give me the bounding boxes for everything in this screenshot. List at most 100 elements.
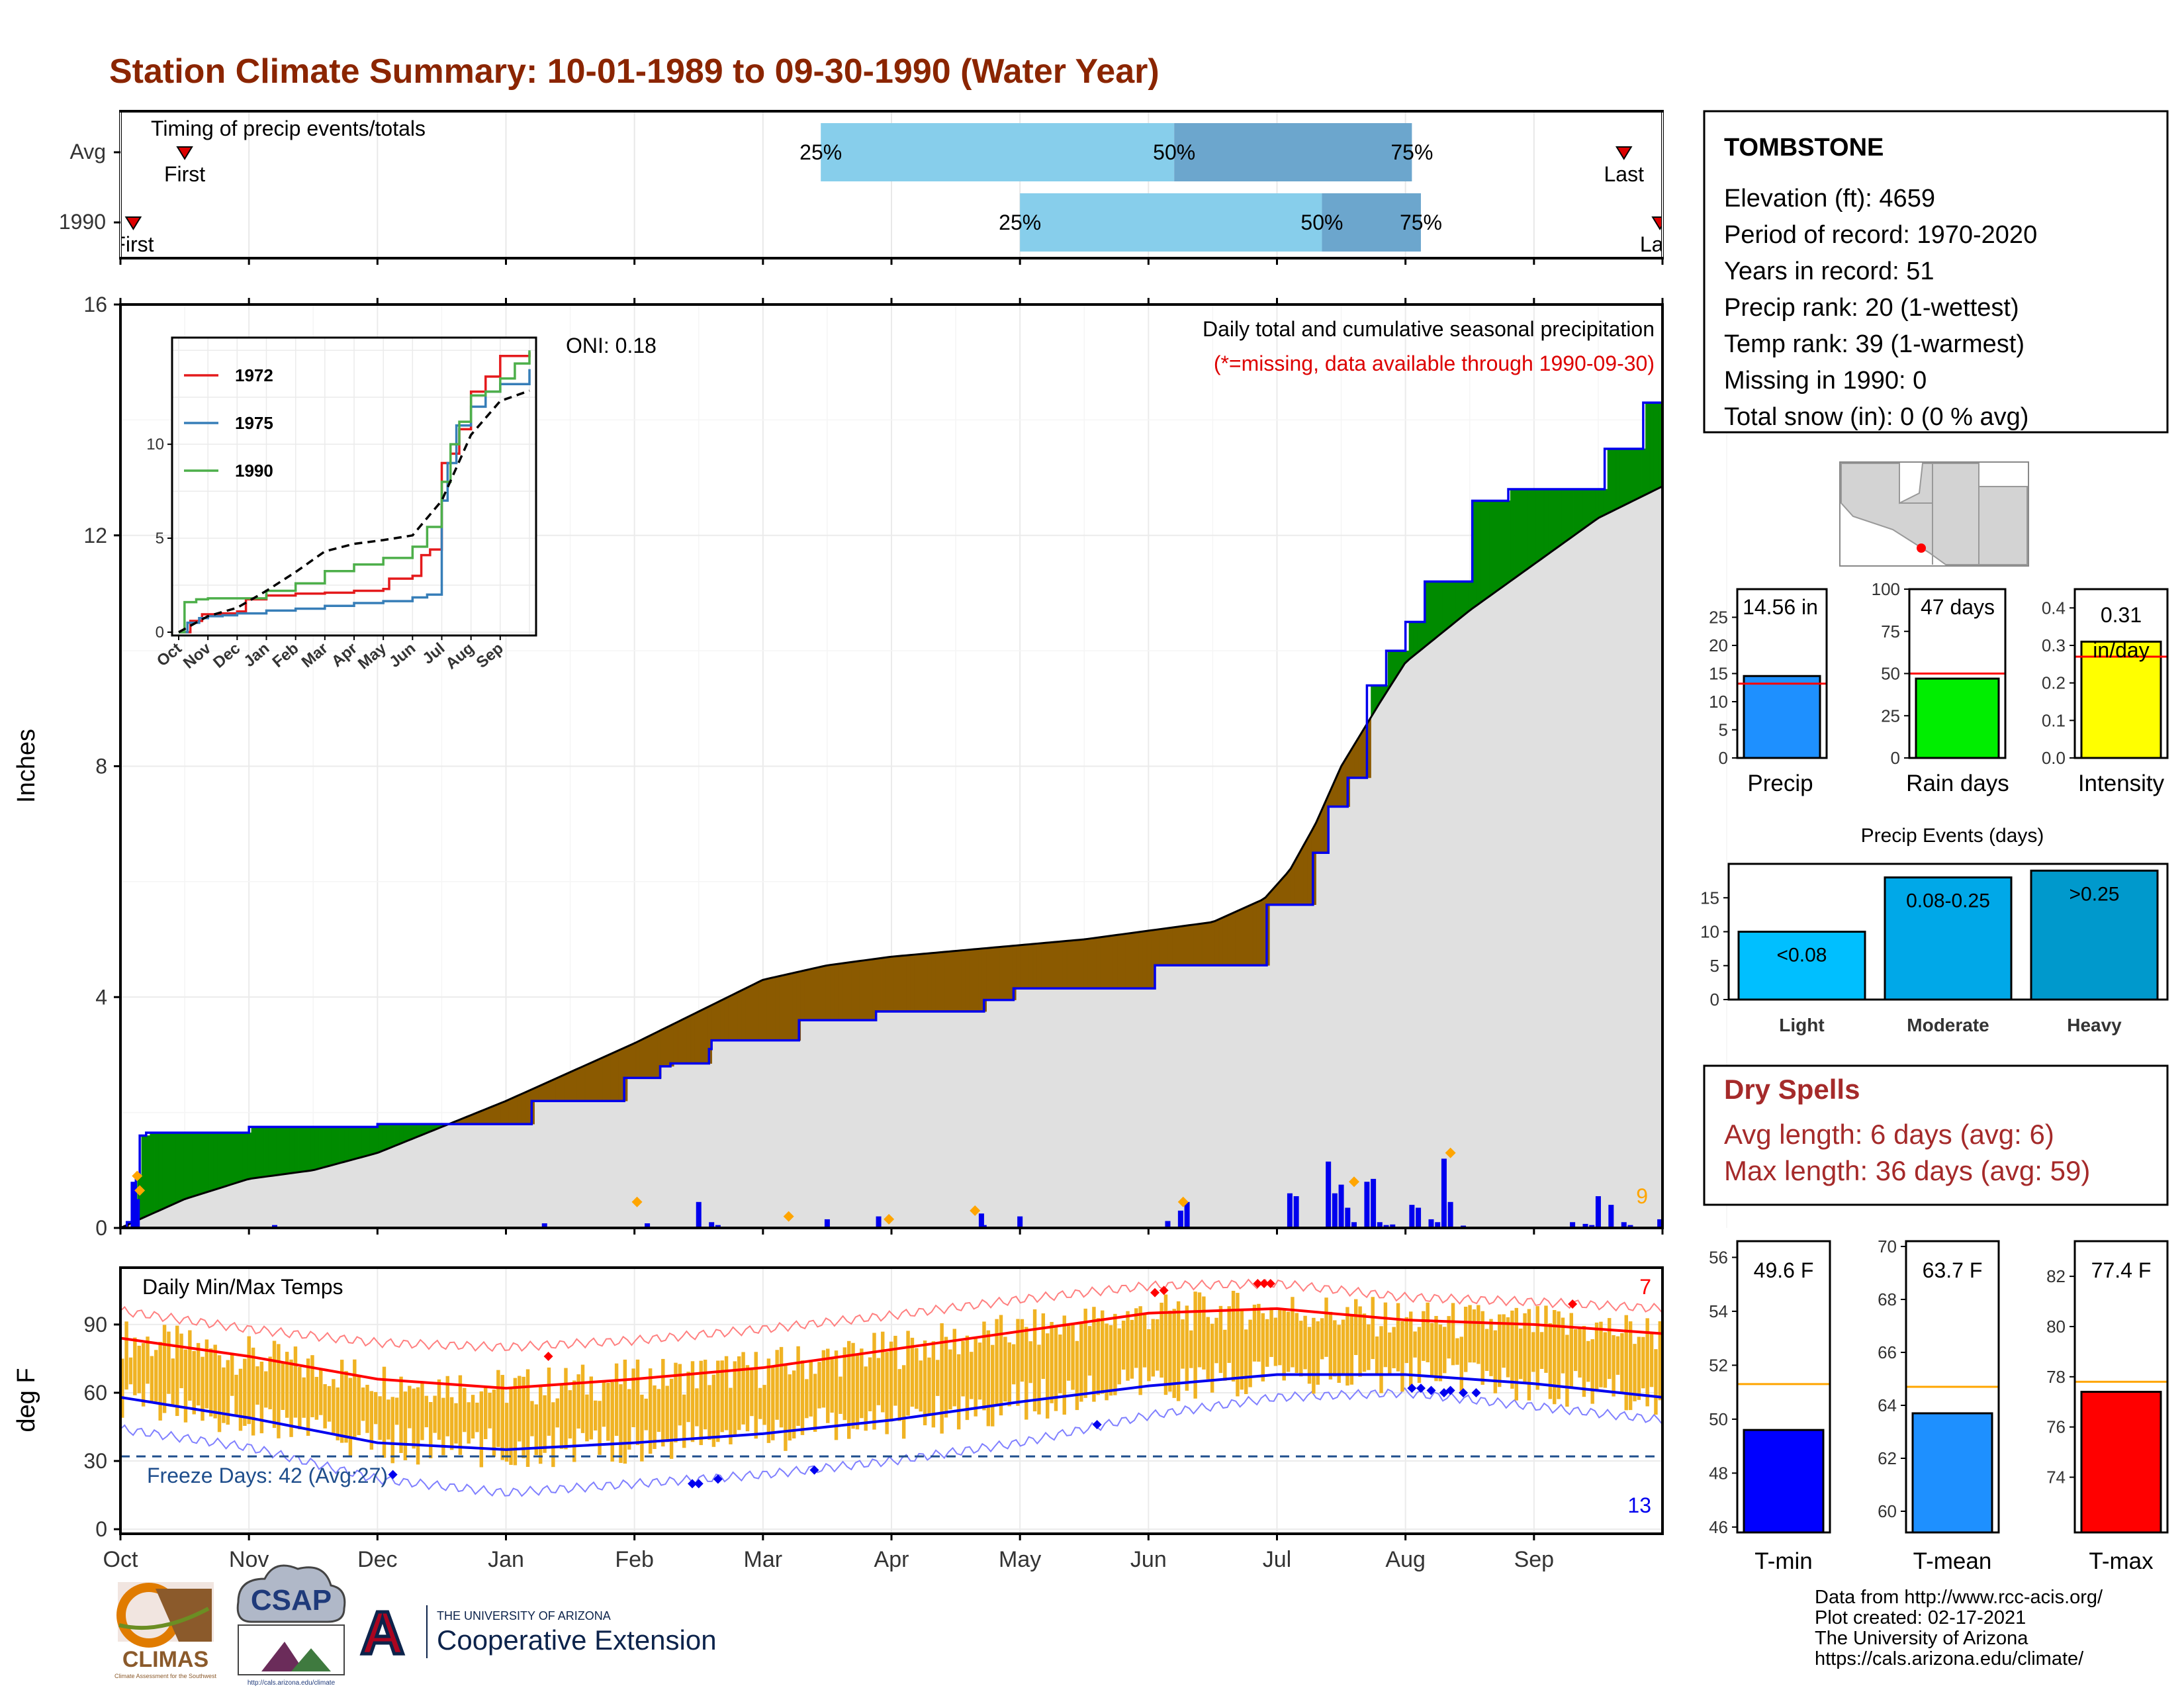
wetter-than-avg-segment (1497, 500, 1502, 591)
daily-temp-bar (259, 1361, 264, 1434)
temp-xtick-label: Nov (229, 1547, 269, 1572)
drier-than-avg-segment (1045, 942, 1050, 989)
daily-temp-bar (1561, 1317, 1565, 1374)
drier-than-avg-segment (1091, 937, 1097, 989)
temp-xtick-label: Sep (1514, 1547, 1555, 1572)
daily-temp-bar (627, 1389, 631, 1450)
small-chart-bar (2080, 1391, 2162, 1534)
drier-than-avg-segment (1244, 906, 1249, 966)
daily-temp-bar (762, 1385, 766, 1425)
daily-temp-bar (374, 1391, 378, 1425)
daily-temp-bar (686, 1372, 690, 1423)
daily-temp-bar (602, 1381, 606, 1427)
daily-temp-bar (1463, 1307, 1468, 1372)
daily-temp-bar (268, 1356, 272, 1409)
drier-than-avg-segment (1020, 944, 1025, 989)
record-low-marker (713, 1474, 723, 1484)
daily-temp-bar (1248, 1319, 1252, 1387)
record-low-marker (1092, 1420, 1102, 1430)
observed-cumulative-line (120, 387, 1664, 1229)
daily-temp-bar (534, 1404, 539, 1456)
daily-temp-bar (1658, 1321, 1662, 1401)
drier-than-avg-segment (961, 949, 966, 1012)
daily-temp-bar (1096, 1318, 1101, 1395)
drier-than-avg-segment (1050, 941, 1055, 989)
record-high-marker (1265, 1279, 1275, 1289)
daily-temp-bar (1105, 1323, 1109, 1401)
small-chart-ytick-label: 80 (2046, 1317, 2066, 1336)
daily-temp-bar (720, 1360, 724, 1432)
timing-first-marker (176, 146, 193, 160)
drier-than-avg-segment (1163, 927, 1169, 966)
daily-temp-bar (1603, 1332, 1608, 1388)
drier-than-avg-segment (508, 1097, 514, 1125)
daily-temp-bar (1523, 1313, 1527, 1384)
daily-temp-bar (610, 1382, 614, 1462)
daily-temp-bar (1066, 1325, 1071, 1381)
record-high-count: 7 (1639, 1275, 1651, 1299)
daily-temp-bar (424, 1395, 429, 1428)
daily-temp-bar (653, 1385, 657, 1449)
daily-temp-bar (606, 1383, 610, 1441)
drier-than-avg-segment (1252, 902, 1257, 966)
drier-than-avg-segment (1142, 930, 1148, 989)
small-chart-ytick-label: 46 (1709, 1517, 1728, 1537)
daily-temp-bar (357, 1376, 361, 1435)
drier-than-avg-segment (800, 970, 805, 1021)
daily-temp-bar (234, 1374, 238, 1416)
drier-than-avg-segment (893, 956, 898, 1012)
daily-temp-bar (1218, 1305, 1223, 1374)
wetter-than-avg-segment (1612, 448, 1617, 512)
daily-temp-bar (217, 1355, 222, 1432)
tmax-label: T-max (2089, 1548, 2154, 1574)
wetter-than-avg-segment (365, 1127, 370, 1156)
small-chart-ytick-label: 0.0 (2042, 748, 2066, 768)
drier-than-avg-segment (842, 962, 848, 1021)
drier-than-avg-segment (1041, 942, 1046, 989)
daily-temp-bar (416, 1387, 420, 1465)
timing-row-avg-label: Avg (69, 140, 106, 164)
drier-than-avg-segment (956, 950, 962, 1012)
daily-temp-bar (454, 1403, 458, 1444)
daily-temp-bar (1134, 1308, 1138, 1368)
wetter-than-avg-segment (310, 1127, 315, 1171)
daily-temp-bar (1151, 1319, 1156, 1377)
small-chart-ytick-label: 20 (1709, 635, 1728, 655)
drier-than-avg-segment (1032, 943, 1038, 989)
daily-temp-bar (661, 1358, 665, 1447)
drier-than-avg-segment (741, 988, 747, 1041)
daily-temp-bar (910, 1337, 915, 1407)
daily-temp-bar (1371, 1297, 1375, 1360)
wetter-than-avg-segment (150, 1132, 155, 1215)
daily-temp-bar (1261, 1313, 1265, 1382)
timing-pct-75: 75% (1400, 211, 1442, 234)
timing-first-label: First (113, 232, 154, 256)
record-low-marker (1407, 1383, 1417, 1393)
drier-than-avg-segment (804, 969, 809, 1021)
drier-than-avg-segment (1180, 925, 1185, 966)
cooperative-extension: Cooperative Extension (437, 1624, 717, 1656)
drier-than-avg-segment (703, 1006, 708, 1064)
temp-y-axis-label: deg F (13, 1368, 40, 1432)
daily-temp-bar (518, 1376, 522, 1442)
daily-precip-extreme-marker (783, 1211, 794, 1222)
daily-temp-bar (1443, 1327, 1447, 1374)
daily-temp-bar (213, 1344, 217, 1419)
daily-temp-bar (1071, 1324, 1075, 1390)
small-chart-ytick-label: 48 (1709, 1463, 1728, 1483)
daily-precip-bar (1390, 1224, 1396, 1228)
daily-temp-bar (412, 1388, 416, 1449)
drier-than-avg-segment (715, 1000, 721, 1041)
daily-temp-bar (340, 1360, 344, 1443)
wetter-than-avg-segment (234, 1132, 240, 1184)
daily-temp-bar (1426, 1302, 1430, 1362)
daily-temp-bar (538, 1386, 543, 1464)
daily-temp-bar (226, 1360, 230, 1425)
inset-line-1990 (179, 350, 531, 633)
daily-temp-bar (154, 1350, 158, 1402)
daily-temp-bar (699, 1360, 703, 1446)
daily-temp-bar (771, 1366, 775, 1440)
daily-temp-bar (1531, 1332, 1535, 1372)
daily-temp-bar (572, 1380, 576, 1462)
